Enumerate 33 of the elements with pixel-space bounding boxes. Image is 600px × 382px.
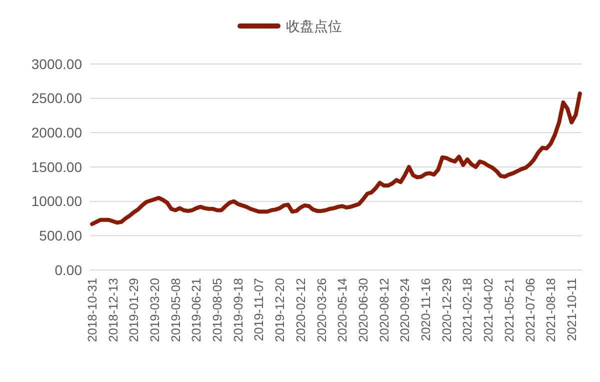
x-tick-label: 2020-08-12 <box>377 278 392 342</box>
y-tick-label: 2500.00 <box>31 90 82 106</box>
x-tick-label: 2019-05-08 <box>168 278 183 342</box>
x-tick-label: 2018-12-13 <box>106 278 120 342</box>
x-tick-label: 2019-01-29 <box>127 278 142 342</box>
y-tick-label: 3000.00 <box>31 56 82 72</box>
x-tick-label: 2021-08-18 <box>544 278 558 342</box>
x-tick-label: 2019-06-21 <box>190 278 204 342</box>
x-tick-label: 2019-03-20 <box>148 278 162 342</box>
y-tick-label: 500.00 <box>39 228 82 244</box>
x-tick-label: 2020-03-26 <box>314 278 329 342</box>
x-tick-label: 2021-05-21 <box>502 278 516 342</box>
y-tick-label: 0.00 <box>54 262 82 278</box>
x-tick-label: 2020-09-24 <box>398 278 412 342</box>
x-tick-label: 2018-10-31 <box>85 278 100 342</box>
x-tick-label: 2021-04-02 <box>482 278 496 342</box>
x-tick-label: 2019-11-07 <box>252 278 266 342</box>
x-tick-label: 2021-07-06 <box>523 278 538 342</box>
x-tick-label: 2020-06-30 <box>356 278 370 342</box>
x-tick-label: 2021-02-18 <box>460 278 475 342</box>
x-tick-label: 2021-10-11 <box>564 278 579 342</box>
x-tick-label: 2020-02-12 <box>294 278 308 342</box>
y-tick-label: 2000.00 <box>31 124 82 141</box>
x-tick-label: 2020-05-14 <box>336 278 350 342</box>
legend-label: 收盘点位 <box>286 18 342 34</box>
line-series <box>90 92 582 226</box>
x-tick-label: 2019-08-05 <box>210 278 225 342</box>
y-tick-label: 1500.00 <box>31 158 82 175</box>
x-tick-label: 2019-09-18 <box>231 278 246 342</box>
x-tick-label: 2020-11-16 <box>419 278 434 342</box>
x-tick-label: 2019-12-20 <box>273 278 288 342</box>
x-tick-label: 2020-12-29 <box>440 278 454 342</box>
y-tick-label: 1000.00 <box>31 193 82 210</box>
